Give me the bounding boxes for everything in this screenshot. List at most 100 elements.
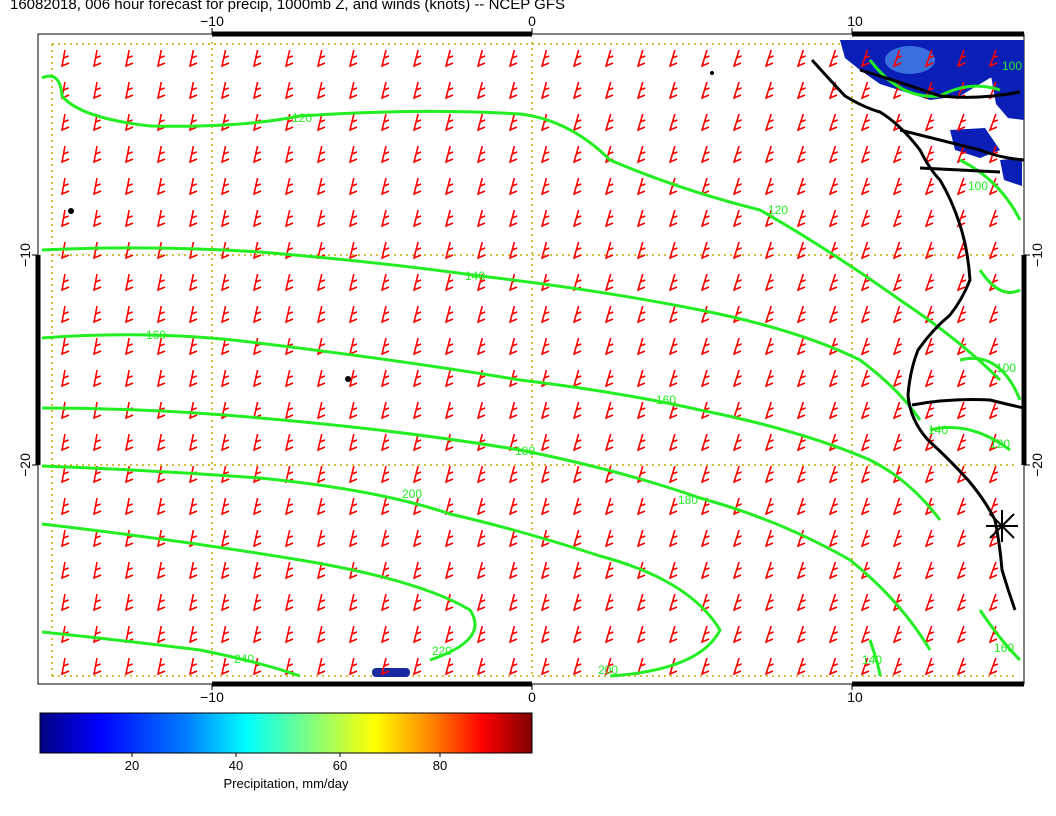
wind-barb	[412, 241, 422, 260]
contour-blob-east	[978, 269, 1021, 294]
wind-barb	[924, 561, 935, 580]
wind-barb	[764, 593, 774, 612]
wind-barb	[60, 497, 70, 516]
wind-barb	[124, 337, 134, 356]
wind-barb	[284, 529, 294, 548]
wind-barb	[316, 209, 326, 228]
wind-barb	[668, 465, 678, 484]
wind-barb	[444, 273, 454, 292]
contour-240	[41, 630, 301, 678]
wind-barb	[508, 561, 518, 580]
wind-barb	[476, 81, 486, 100]
wind-barb	[764, 337, 774, 356]
wind-barb	[188, 433, 198, 452]
wind-barb	[252, 625, 262, 644]
wind-barb	[348, 657, 358, 676]
wind-barb	[732, 145, 742, 164]
wind-barb	[60, 177, 70, 196]
wind-barb	[988, 337, 999, 356]
contour-label: 160	[146, 328, 166, 342]
wind-barb	[604, 81, 614, 100]
wind-barb	[380, 465, 390, 484]
wind-barb	[188, 113, 198, 132]
wind-barb	[604, 625, 614, 644]
wind-barb	[476, 561, 486, 580]
wind-barb	[444, 369, 454, 388]
wind-barb	[156, 49, 166, 68]
wind-barb	[636, 49, 646, 68]
wind-barb	[60, 465, 70, 484]
wind-barb	[508, 657, 518, 676]
wind-barb	[828, 465, 839, 484]
wind-barb	[924, 465, 935, 484]
bottom-tick-label: 10	[847, 689, 863, 705]
precip-colorbar	[39, 712, 533, 757]
wind-barb	[732, 209, 742, 228]
wind-barb	[892, 369, 903, 388]
contour-100-south	[959, 356, 1022, 401]
wind-barb	[700, 337, 710, 356]
wind-barb	[124, 593, 134, 612]
wind-barb	[348, 177, 358, 196]
wind-barb	[604, 209, 614, 228]
contour-label: 160	[656, 393, 676, 407]
wind-barb	[924, 593, 935, 612]
wind-barb	[508, 241, 518, 260]
wind-barb	[124, 465, 134, 484]
wind-barb	[956, 593, 967, 612]
wind-barb	[92, 337, 102, 356]
wind-barb	[92, 593, 102, 612]
wind-barb	[828, 369, 839, 388]
wind-barb	[92, 145, 102, 164]
wind-barb	[924, 241, 935, 260]
wind-barb	[828, 529, 839, 548]
wind-barb	[348, 529, 358, 548]
wind-barb	[60, 593, 70, 612]
wind-barb	[636, 81, 646, 100]
wind-barb	[60, 529, 70, 548]
wind-barb	[860, 625, 871, 644]
contour-label: 120	[990, 437, 1010, 451]
wind-barb	[316, 497, 326, 516]
wind-barb	[540, 497, 550, 516]
wind-barb	[732, 497, 742, 516]
wind-barb	[508, 497, 518, 516]
contour-label: 240	[234, 652, 254, 666]
wind-barb	[540, 593, 550, 612]
wind-barb	[284, 401, 294, 420]
contour-label: 180	[515, 444, 535, 458]
map-frame	[37, 33, 1025, 685]
wind-barb	[636, 529, 646, 548]
wind-barb	[988, 113, 999, 132]
wind-barb	[444, 305, 454, 324]
wind-barb	[156, 177, 166, 196]
wind-barb	[892, 209, 903, 228]
wind-barb	[892, 561, 903, 580]
wind-barb	[220, 305, 230, 324]
wind-barb	[220, 49, 230, 68]
colorbar-tick-label: 20	[124, 758, 140, 773]
wind-barb	[316, 465, 326, 484]
wind-barb	[60, 273, 70, 292]
wind-barb	[668, 625, 678, 644]
wind-barb	[92, 465, 102, 484]
wind-barb	[444, 625, 454, 644]
wind-barb	[412, 49, 422, 68]
wind-barb	[92, 657, 102, 676]
precip-spot-south	[372, 668, 410, 677]
wind-barb	[380, 625, 390, 644]
wind-barb	[476, 209, 486, 228]
wind-barb	[604, 561, 614, 580]
wind-barb	[700, 625, 710, 644]
wind-barb	[156, 593, 166, 612]
wind-barb	[540, 337, 550, 356]
wind-barb	[892, 465, 903, 484]
coastal-marker	[986, 510, 1018, 542]
wind-barb	[508, 401, 518, 420]
wind-barb	[732, 529, 742, 548]
colorbar-ramp	[39, 712, 533, 754]
wind-barb	[700, 209, 710, 228]
wind-barb	[124, 273, 134, 292]
wind-barb	[252, 241, 262, 260]
